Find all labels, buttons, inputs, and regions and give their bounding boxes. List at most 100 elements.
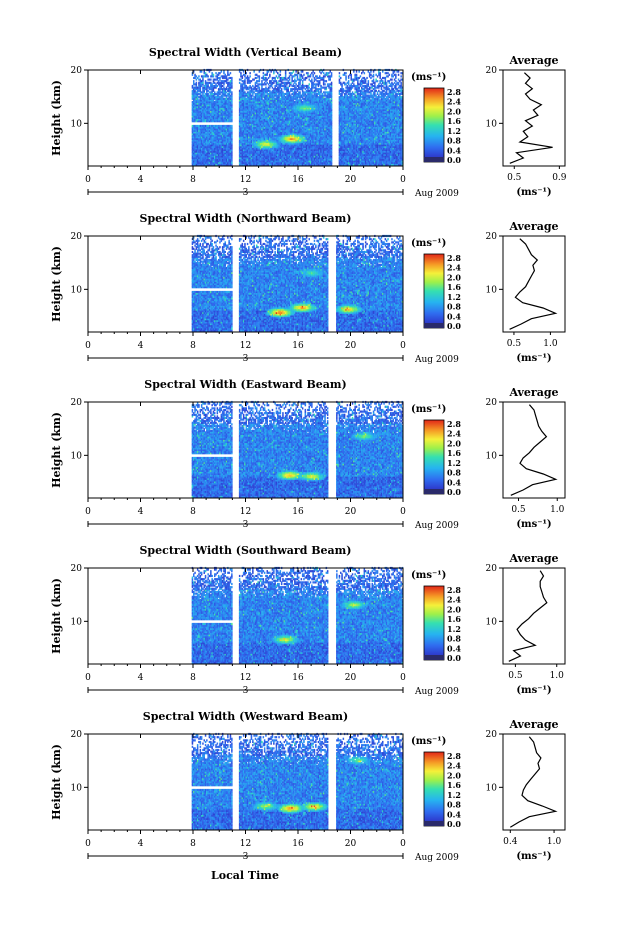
heatmap-cell — [244, 91, 246, 93]
heatmap-cell — [219, 96, 221, 98]
heatmap-cell — [219, 77, 221, 79]
heatmap-cell — [312, 95, 314, 97]
heatmap-cell — [198, 82, 200, 84]
heatmap-cell — [231, 91, 233, 93]
heatmap-cell — [276, 75, 278, 77]
heatmap-cells — [192, 69, 404, 166]
heatmap-cell — [227, 98, 229, 100]
heatmap-cell — [322, 93, 324, 95]
heatmap-cell — [272, 82, 274, 84]
heatmap-cell — [256, 85, 258, 87]
heatmap-cell — [215, 83, 217, 85]
heatmap-cell — [315, 83, 317, 85]
heatmap-cell — [196, 75, 198, 77]
heatmap-cell — [201, 91, 203, 93]
heatmap-cell — [213, 85, 215, 87]
heatmap-cell — [209, 91, 211, 93]
heatmap-cell — [197, 87, 199, 89]
heatmap-cell — [306, 77, 308, 79]
heatmap-cell — [323, 91, 325, 93]
heatmap-cell — [200, 125, 202, 127]
heatmap-cell — [285, 71, 287, 73]
heatmap-cell — [301, 85, 303, 87]
heatmap-cell — [253, 71, 255, 73]
heatmap-cell — [226, 95, 228, 97]
heatmap-cell — [249, 75, 251, 77]
heatmap-cell — [219, 125, 221, 127]
heatmap-cell — [295, 74, 297, 76]
heatmap-cell — [312, 91, 314, 93]
heatmap-cell — [322, 77, 324, 79]
heatmap-cell — [299, 74, 301, 76]
heatmap-cell — [322, 71, 324, 73]
heatmap-cell — [194, 87, 196, 89]
heatmap-cell — [297, 74, 299, 76]
heatmap-cell — [280, 83, 282, 85]
heatmap-cell — [194, 74, 196, 76]
heatmap-cell — [243, 71, 245, 73]
heatmap-cell — [230, 95, 232, 97]
heatmap-cell — [225, 98, 227, 100]
heatmap-cell — [297, 88, 299, 90]
heatmap-cell — [194, 83, 196, 85]
heatmap-cell — [309, 75, 311, 77]
heatmap-cell — [196, 82, 198, 84]
heatmap-cell — [263, 75, 265, 77]
heatmap-cell — [289, 82, 291, 84]
heatmap-cell — [294, 101, 296, 103]
heatmap-cell — [246, 77, 248, 79]
heatmap-cell — [309, 90, 311, 92]
heatmap-cell — [213, 93, 215, 95]
heatmap-cell — [230, 72, 232, 74]
heatmap-cell — [259, 83, 261, 85]
heatmap-cell — [298, 82, 300, 84]
heatmap-cell — [210, 79, 212, 81]
heatmap-cell — [282, 85, 284, 87]
heatmap-cell — [314, 83, 316, 85]
heatmap-cell — [226, 75, 228, 77]
heatmap-cell — [226, 87, 228, 89]
heatmap-cell — [278, 83, 280, 85]
heatmap-cell — [210, 75, 212, 77]
heatmap-cell — [291, 72, 293, 74]
heatmap-cell — [295, 80, 297, 82]
heatmap-cell — [298, 79, 300, 81]
heatmap-cell — [314, 72, 316, 74]
heatmap-cell — [305, 91, 307, 93]
heatmap-cell — [319, 80, 321, 82]
heatmap-cell — [196, 125, 198, 127]
heatmap-cell — [294, 79, 296, 81]
heatmap-cell — [263, 83, 265, 85]
heatmap-cell — [319, 71, 321, 73]
heatmap-cell — [293, 80, 295, 82]
heatmap-cell — [214, 85, 216, 87]
heatmap-cell — [239, 82, 241, 84]
heatmap-cell — [247, 75, 249, 77]
heatmap-cell — [222, 75, 224, 77]
heatmap-cell — [198, 125, 200, 127]
heatmap-cell — [255, 74, 257, 76]
heatmap-cell — [260, 90, 262, 92]
heatmap-cell — [218, 80, 220, 82]
heatmap-cell — [252, 79, 254, 81]
heatmap-cell — [264, 88, 266, 90]
heatmap-cell — [248, 91, 250, 93]
heatmap-cell — [280, 90, 282, 92]
heatmap-cell — [316, 88, 318, 90]
heatmap-cell — [242, 80, 244, 82]
heatmap-cell — [252, 98, 254, 100]
heatmap-cell — [244, 79, 246, 81]
heatmap-cell — [231, 77, 233, 79]
heatmap-cell — [252, 85, 254, 87]
heatmap-cell — [305, 85, 307, 87]
heatmap-cell — [323, 95, 325, 97]
heatmap-cell — [221, 75, 223, 77]
heatmap-cell — [322, 87, 324, 89]
heatmap-cell — [295, 91, 297, 93]
heatmap-cell — [206, 74, 208, 76]
heatmap-cell — [280, 77, 282, 79]
heatmap-cell — [286, 79, 288, 81]
heatmap-cell — [301, 79, 303, 81]
heatmap-cell — [268, 71, 270, 73]
heatmap-cell — [210, 91, 212, 93]
